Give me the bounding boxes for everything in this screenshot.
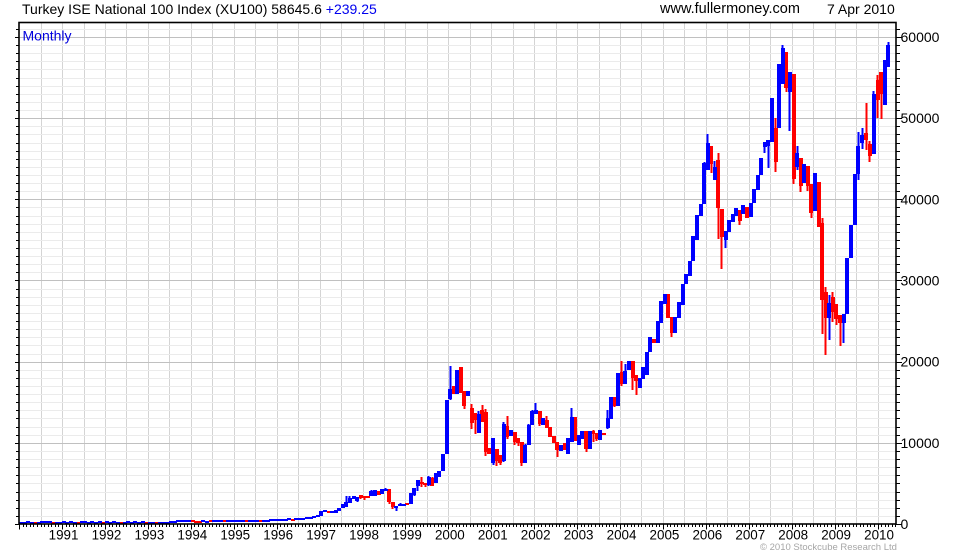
svg-text:2001: 2001 [478,527,508,542]
svg-text:2000: 2000 [435,527,465,542]
svg-text:0: 0 [901,516,909,532]
svg-text:1997: 1997 [306,527,336,542]
svg-text:2010: 2010 [864,527,894,542]
svg-text:50000: 50000 [901,110,940,126]
svg-text:1992: 1992 [92,527,122,542]
svg-text:40000: 40000 [901,191,940,207]
svg-text:1995: 1995 [220,527,250,542]
svg-text:2008: 2008 [778,527,808,542]
svg-text:1991: 1991 [49,527,79,542]
svg-text:2002: 2002 [521,527,551,542]
svg-text:Monthly: Monthly [23,28,72,44]
svg-text:1999: 1999 [392,527,422,542]
svg-text:2006: 2006 [692,527,722,542]
svg-text:2005: 2005 [650,527,680,542]
svg-text:2004: 2004 [607,527,637,542]
svg-text:1993: 1993 [135,527,165,542]
svg-text:20000: 20000 [901,354,940,370]
svg-text:30000: 30000 [901,273,940,289]
svg-text:2007: 2007 [735,527,765,542]
svg-text:60000: 60000 [901,29,940,45]
svg-text:2009: 2009 [821,527,851,542]
svg-text:1996: 1996 [263,527,293,542]
svg-text:2003: 2003 [564,527,594,542]
svg-text:1998: 1998 [349,527,379,542]
svg-text:1994: 1994 [177,527,207,542]
svg-text:10000: 10000 [901,435,940,451]
